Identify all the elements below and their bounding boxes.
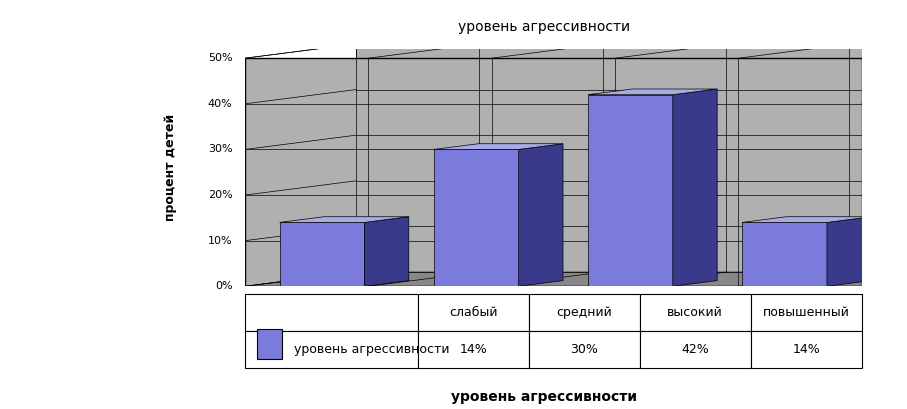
Bar — [639, 331, 751, 368]
Bar — [417, 331, 529, 368]
Polygon shape — [356, 44, 907, 272]
Text: 50%: 50% — [208, 53, 232, 63]
Polygon shape — [519, 144, 563, 286]
Text: средний: средний — [556, 306, 612, 319]
Text: высокий: высокий — [604, 305, 657, 318]
Text: 30%: 30% — [571, 343, 598, 356]
Polygon shape — [434, 149, 519, 286]
Polygon shape — [245, 58, 862, 286]
Polygon shape — [742, 217, 872, 222]
Bar — [258, 330, 282, 359]
Bar — [751, 331, 862, 368]
Polygon shape — [862, 44, 907, 286]
Text: 0%: 0% — [215, 281, 232, 291]
Bar — [639, 294, 751, 331]
Text: 14%: 14% — [793, 343, 820, 356]
Text: 14%: 14% — [459, 343, 487, 356]
Bar — [751, 294, 862, 331]
Text: 20%: 20% — [208, 190, 232, 200]
Polygon shape — [279, 222, 365, 286]
Text: 30%: 30% — [208, 144, 232, 155]
Text: уровень агрессивности: уровень агрессивности — [294, 343, 450, 356]
Polygon shape — [742, 222, 827, 286]
Polygon shape — [365, 217, 409, 286]
Text: повышенный: повышенный — [744, 305, 825, 318]
Polygon shape — [827, 217, 872, 286]
Bar — [245, 331, 417, 368]
Text: слабый: слабый — [449, 306, 497, 319]
Text: средний: средний — [450, 305, 502, 318]
Polygon shape — [588, 89, 717, 95]
Text: высокий: высокий — [668, 306, 723, 319]
Text: процент детей: процент детей — [164, 114, 178, 221]
Bar — [245, 294, 417, 331]
Text: уровень агрессивности: уровень агрессивности — [451, 390, 638, 404]
Bar — [529, 331, 639, 368]
Polygon shape — [434, 144, 563, 149]
Text: уровень агрессивности: уровень агрессивности — [458, 20, 630, 34]
Text: 10%: 10% — [208, 236, 232, 246]
Polygon shape — [673, 89, 717, 286]
Text: слабый: слабый — [299, 305, 345, 318]
Text: повышенный: повышенный — [763, 306, 850, 319]
Text: 40%: 40% — [208, 99, 232, 109]
Polygon shape — [245, 272, 907, 286]
Text: 42%: 42% — [681, 343, 709, 356]
Bar — [417, 294, 529, 331]
Polygon shape — [279, 217, 409, 222]
Bar — [529, 294, 639, 331]
Polygon shape — [588, 95, 673, 286]
